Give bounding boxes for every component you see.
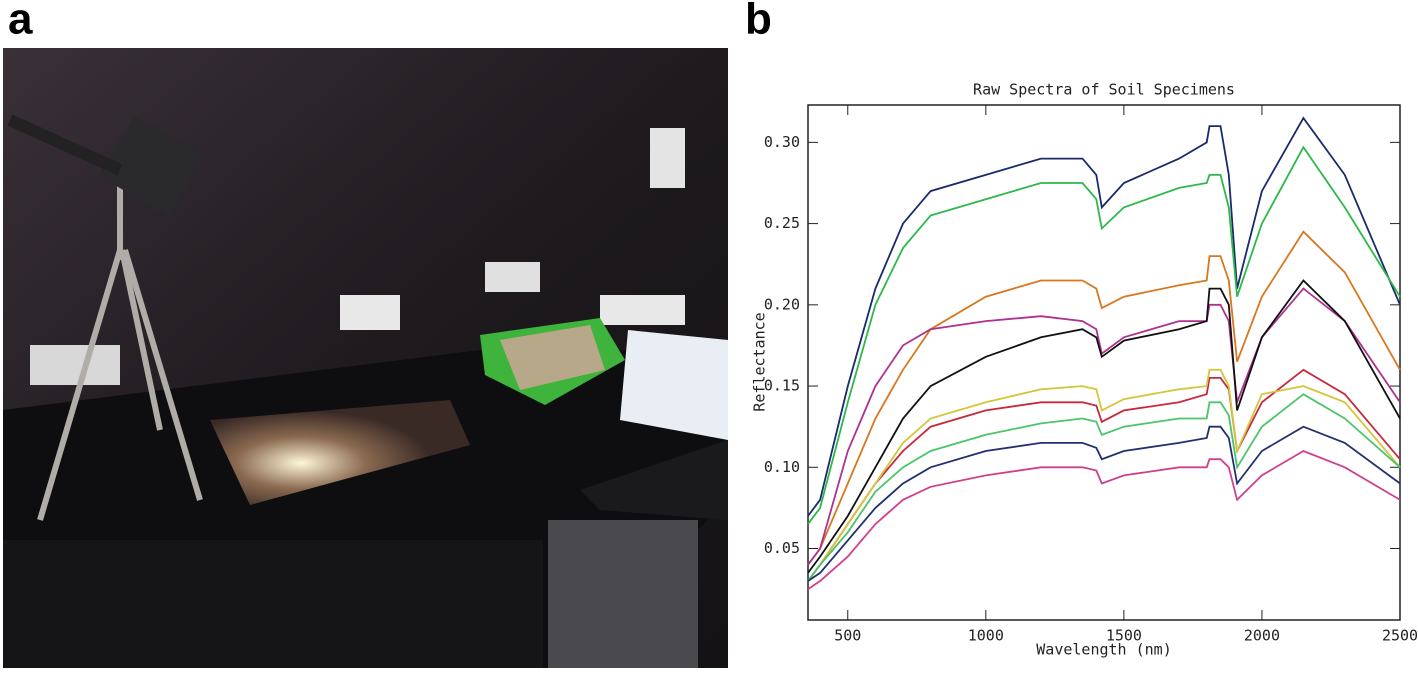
- y-tick-label: 0.15: [764, 377, 800, 395]
- y-tick-label: 0.20: [764, 295, 800, 313]
- x-tick-label: 1500: [1106, 627, 1142, 645]
- x-tick-label: 1000: [968, 627, 1004, 645]
- y-tick-label: 0.10: [764, 458, 800, 476]
- y-axis-title: Reflectance: [751, 312, 769, 411]
- spectrum-line: [807, 116, 1401, 517]
- spectrum-line: [807, 279, 1401, 574]
- panel-label: b: [745, 0, 772, 44]
- y-tick-label: 0.30: [764, 133, 800, 151]
- x-tick-label: 2000: [1244, 627, 1280, 645]
- photo: [3, 48, 728, 668]
- x-axis-title: Wavelength (nm): [1036, 641, 1171, 659]
- x-tick-label: 2500: [1382, 627, 1418, 645]
- y-tick-label: 0.05: [764, 539, 800, 557]
- spectrum-line: [807, 393, 1401, 582]
- spectrum-line: [807, 230, 1401, 566]
- plot-frame: [807, 104, 1401, 621]
- spectrum-line: [807, 450, 1401, 590]
- spectrum-line: [807, 145, 1401, 525]
- chart-title: Raw Spectra of Soil Specimens: [973, 81, 1235, 99]
- spectrum-line: [807, 368, 1401, 582]
- panel-label: a: [8, 0, 33, 44]
- spectrum-line: [807, 425, 1401, 582]
- spectrum-line: [807, 368, 1401, 582]
- x-tick-label: 500: [834, 627, 861, 645]
- spectrum-line: [807, 287, 1401, 566]
- y-tick-label: 0.25: [764, 214, 800, 232]
